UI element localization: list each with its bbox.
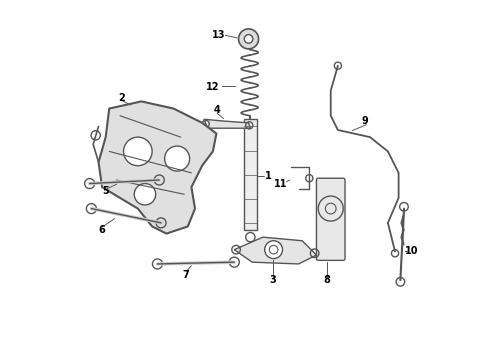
Text: 6: 6 [99, 225, 105, 235]
Text: 11: 11 [274, 179, 288, 189]
Bar [244, 119, 257, 230]
Text: 12: 12 [206, 82, 220, 92]
Polygon shape [204, 119, 250, 128]
Text: 8: 8 [324, 275, 331, 285]
Circle shape [245, 35, 253, 43]
Circle shape [165, 146, 190, 171]
Text: 3: 3 [270, 275, 276, 285]
Text: 4: 4 [214, 105, 220, 115]
Text: 13: 13 [212, 30, 225, 40]
Circle shape [123, 137, 152, 166]
Polygon shape [98, 102, 217, 234]
Circle shape [265, 241, 283, 258]
Polygon shape [234, 237, 317, 264]
Text: 1: 1 [265, 171, 271, 181]
Text: 5: 5 [102, 186, 109, 197]
Circle shape [239, 29, 259, 49]
Text: 9: 9 [361, 116, 368, 126]
Text: 7: 7 [183, 270, 190, 280]
Text: 2: 2 [119, 93, 125, 103]
Circle shape [134, 184, 156, 205]
Text: 10: 10 [405, 247, 418, 256]
FancyBboxPatch shape [317, 178, 345, 260]
